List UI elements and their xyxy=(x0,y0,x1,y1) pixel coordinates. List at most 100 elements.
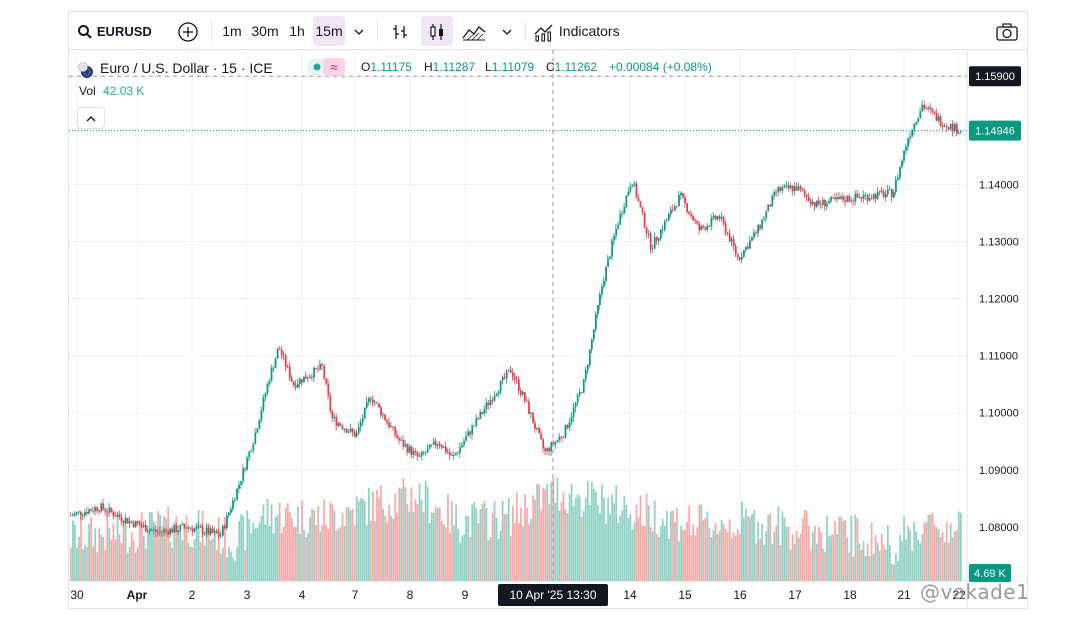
volume-bar xyxy=(339,527,342,581)
candle-body xyxy=(674,206,676,211)
candle-body xyxy=(76,512,78,514)
volume-bar xyxy=(645,493,648,581)
volume-bar xyxy=(353,525,356,581)
candle-body xyxy=(838,196,841,200)
candle-body xyxy=(637,197,640,202)
y-tick-label: 1.08000 xyxy=(979,522,1019,534)
volume-bar xyxy=(844,519,847,581)
volume-bar xyxy=(98,528,101,581)
volume-bar xyxy=(603,497,605,581)
volume-bar xyxy=(406,504,409,581)
chart-type-dropdown[interactable] xyxy=(497,16,517,46)
volume-bar xyxy=(935,527,938,581)
chart-type-button[interactable] xyxy=(459,16,489,46)
volume-bar xyxy=(335,530,338,581)
candle-body xyxy=(165,529,168,531)
candle-style-button[interactable] xyxy=(421,16,453,46)
volume-bar xyxy=(398,487,401,581)
candle-body xyxy=(461,444,463,448)
candle-body xyxy=(489,399,492,405)
volume-bar xyxy=(814,525,816,581)
bar-style-button[interactable] xyxy=(385,16,415,46)
chart-overlays: 1.15900 1.14946 4.69 K 10 Apr '25 13:30 xyxy=(69,50,1021,606)
interval-30m[interactable]: 30m xyxy=(251,23,279,39)
search-icon xyxy=(77,23,93,40)
candle-body xyxy=(516,379,518,381)
volume-bar xyxy=(359,498,362,581)
candle-body xyxy=(840,196,843,200)
volume-bar xyxy=(497,538,500,581)
candle-body xyxy=(250,450,253,452)
volume-bar xyxy=(323,499,326,581)
volume-bar xyxy=(870,522,873,581)
candle-body xyxy=(171,528,174,533)
candle-body xyxy=(566,425,569,428)
volume-bar xyxy=(753,509,755,581)
volume-bar xyxy=(783,517,786,581)
interval-1h[interactable]: 1h xyxy=(289,23,305,39)
candle-body xyxy=(207,527,210,535)
candle-body xyxy=(787,185,790,189)
candle-body xyxy=(905,146,907,151)
candle-body xyxy=(297,383,299,388)
volume-bar xyxy=(933,525,936,581)
interval-dropdown[interactable] xyxy=(349,16,369,46)
candle-body xyxy=(252,443,255,451)
candle-body xyxy=(380,407,382,416)
candle-body xyxy=(491,399,494,401)
volume-bar xyxy=(520,507,522,581)
volume-bar xyxy=(572,506,575,581)
screenshot-button[interactable] xyxy=(993,16,1021,46)
candle-body xyxy=(593,329,595,340)
indicators-button[interactable]: Indicators xyxy=(533,16,633,46)
toolbar-divider xyxy=(525,21,526,41)
candle-body xyxy=(959,132,962,134)
volume-bar xyxy=(730,537,733,581)
candle-body xyxy=(783,185,786,188)
volume-bar xyxy=(268,526,271,581)
candle-body xyxy=(747,246,749,249)
volume-bar xyxy=(479,509,482,581)
volume-bar xyxy=(809,549,812,581)
candle-body xyxy=(426,448,429,453)
watermark: @vakade1 xyxy=(920,580,1030,604)
volume-bar xyxy=(941,531,944,581)
candle-body xyxy=(349,428,352,432)
volume-bar xyxy=(566,513,569,581)
candle-body xyxy=(406,444,409,453)
volume-bar xyxy=(414,499,417,581)
candle-body xyxy=(284,355,287,367)
candle-body xyxy=(280,349,283,356)
volume-bar xyxy=(203,545,206,581)
delayed-data-badge[interactable]: ≈ xyxy=(323,58,345,76)
candle-body xyxy=(570,416,573,423)
volume-bar xyxy=(92,546,95,581)
candle-body xyxy=(714,215,717,220)
volume-bar xyxy=(803,509,806,581)
volume-legend[interactable]: Vol 42.03 K xyxy=(79,84,144,98)
interval-1m[interactable]: 1m xyxy=(222,23,242,39)
close-key: C xyxy=(546,60,555,74)
volume-bar xyxy=(943,542,946,581)
candle-body xyxy=(507,369,510,372)
collapse-legend-button[interactable] xyxy=(77,107,105,129)
volume-bar xyxy=(343,525,346,581)
volume-bar xyxy=(349,510,352,581)
volume-bar xyxy=(361,498,364,581)
volume-bar xyxy=(631,529,634,581)
volume-bar xyxy=(799,533,802,581)
symbol-search-button[interactable]: EURUSD xyxy=(77,16,157,46)
candle-body xyxy=(497,391,500,394)
volume-bar xyxy=(130,532,133,581)
chart-canvas[interactable]: 1.08000 1.09000 1.10000 1.11000 1.12000 1.130… xyxy=(69,12,1027,608)
volume-bar xyxy=(872,553,875,581)
market-status-badge[interactable] xyxy=(307,58,327,76)
interval-15m[interactable]: 15m xyxy=(313,16,345,46)
x-tick-label: 30 xyxy=(70,588,84,602)
volume-bar xyxy=(410,487,413,581)
legend-title[interactable]: Euro / U.S. Dollar · 15 · ICE xyxy=(100,60,273,76)
volume-bar xyxy=(836,534,839,581)
candle-body xyxy=(726,233,729,235)
volume-bar xyxy=(193,539,196,581)
compare-symbol-button[interactable] xyxy=(175,16,201,46)
